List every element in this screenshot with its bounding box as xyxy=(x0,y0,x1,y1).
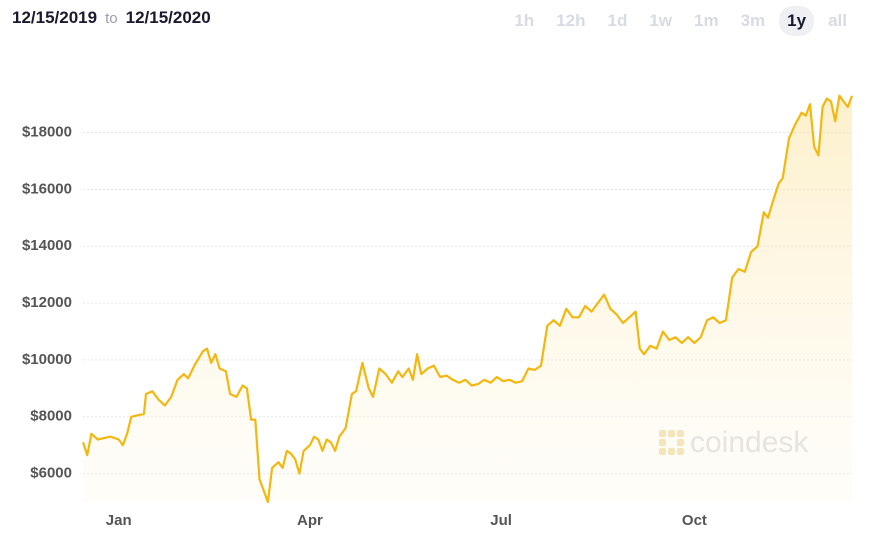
date-from: 12/15/2019 xyxy=(12,8,98,27)
range-buttons: 1h 12h 1d 1w 1m 3m 1y all xyxy=(506,6,855,36)
y-tick-label: $8000 xyxy=(30,408,72,425)
range-button[interactable]: 1d xyxy=(607,11,628,30)
range-button[interactable]: 1w xyxy=(649,11,673,30)
y-tick-label: $14000 xyxy=(22,237,72,254)
x-tick-label: Jul xyxy=(490,512,512,529)
date-range: 12/15/2019 to 12/15/2020 xyxy=(12,8,211,28)
y-tick-label: $18000 xyxy=(22,124,72,141)
y-tick-label: $16000 xyxy=(22,180,72,197)
range-button[interactable]: 1y xyxy=(779,6,815,36)
range-button[interactable]: all xyxy=(828,11,847,30)
range-button[interactable]: 1m xyxy=(694,11,719,30)
x-tick-label: Apr xyxy=(297,512,323,529)
x-tick-label: Oct xyxy=(682,512,707,529)
area xyxy=(83,95,852,502)
date-to: 12/15/2020 xyxy=(125,8,211,27)
x-tick-label: Jan xyxy=(106,512,132,529)
y-tick-label: $6000 xyxy=(30,465,72,482)
range-button[interactable]: 1h xyxy=(514,11,535,30)
range-button[interactable]: 12h xyxy=(556,11,586,30)
y-tick-label: $12000 xyxy=(22,294,72,311)
y-tick-label: $10000 xyxy=(22,351,72,368)
range-button[interactable]: 3m xyxy=(740,11,766,30)
to-word: to xyxy=(105,10,118,27)
line xyxy=(81,94,854,504)
